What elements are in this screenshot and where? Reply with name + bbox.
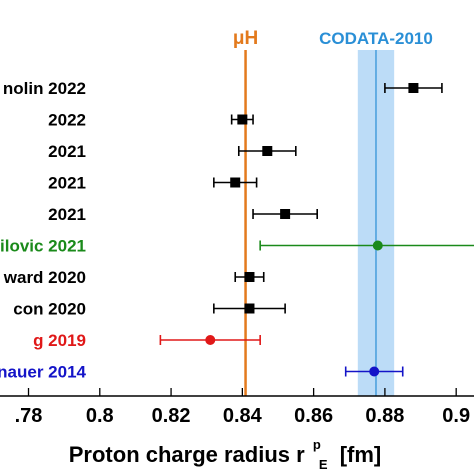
row-label-1: 2022 (48, 111, 86, 130)
row-label-4: 2021 (48, 205, 86, 224)
data-point-4 (280, 209, 291, 219)
data-row-1: 2022 (48, 111, 254, 130)
x-tick-label-2: 0.82 (152, 405, 191, 427)
reference-label-0: μH (233, 28, 258, 49)
data-point-3 (230, 177, 241, 188)
data-row-5: rilovilovic 2021 (0, 237, 474, 256)
x-tick-label-5: 0.88 (365, 405, 404, 427)
row-label-2: 2021 (48, 142, 86, 161)
reference-label-1: CODATA-2010 (319, 29, 433, 48)
x-axis: .78 0.8 0.82 0.84 0.86 0.88 0.9 (0, 388, 474, 427)
data-point-5 (372, 240, 383, 251)
data-point-8 (205, 335, 216, 345)
row-label-7: con 2020 (13, 300, 86, 319)
data-row-3: 2021 (48, 174, 258, 193)
row-label-8: g 2019 (33, 331, 86, 350)
data-row-4: 2021 (48, 205, 318, 224)
data-rows-layer: nolin 2022 2022 2021 2021 2021 rilovilovic 20… (0, 79, 474, 382)
data-point-1 (237, 114, 248, 125)
data-point-9 (369, 366, 380, 377)
data-point-0 (408, 83, 419, 93)
row-label-0: nolin 2022 (3, 79, 86, 98)
data-row-2: 2021 (48, 142, 297, 161)
row-label-6: ward 2020 (3, 268, 86, 287)
data-point-7 (244, 303, 255, 314)
row-label-3: 2021 (48, 174, 86, 193)
data-row-9: nauer 2014 (0, 363, 404, 382)
row-label-5: rilovilovic 2021 (0, 237, 86, 256)
x-tick-label-1: 0.8 (86, 405, 114, 427)
reference-lines-layer: μH CODATA-2010 (233, 28, 433, 396)
x-tick-label-0: .78 (15, 405, 43, 427)
x-tick-label-6: 0.9 (442, 405, 470, 427)
data-row-7: con 2020 (13, 300, 286, 319)
data-point-2 (262, 146, 273, 156)
data-row-6: ward 2020 (3, 268, 265, 287)
x-axis-label: Proton charge radius r p E [fm] (69, 429, 382, 474)
data-row-8: g 2019 (33, 331, 261, 350)
data-row-0: nolin 2022 (3, 79, 443, 98)
row-label-9: nauer 2014 (0, 363, 87, 382)
x-tick-label-3: 0.84 (223, 405, 263, 427)
data-point-6 (244, 272, 255, 282)
x-tick-label-4: 0.86 (294, 405, 333, 427)
